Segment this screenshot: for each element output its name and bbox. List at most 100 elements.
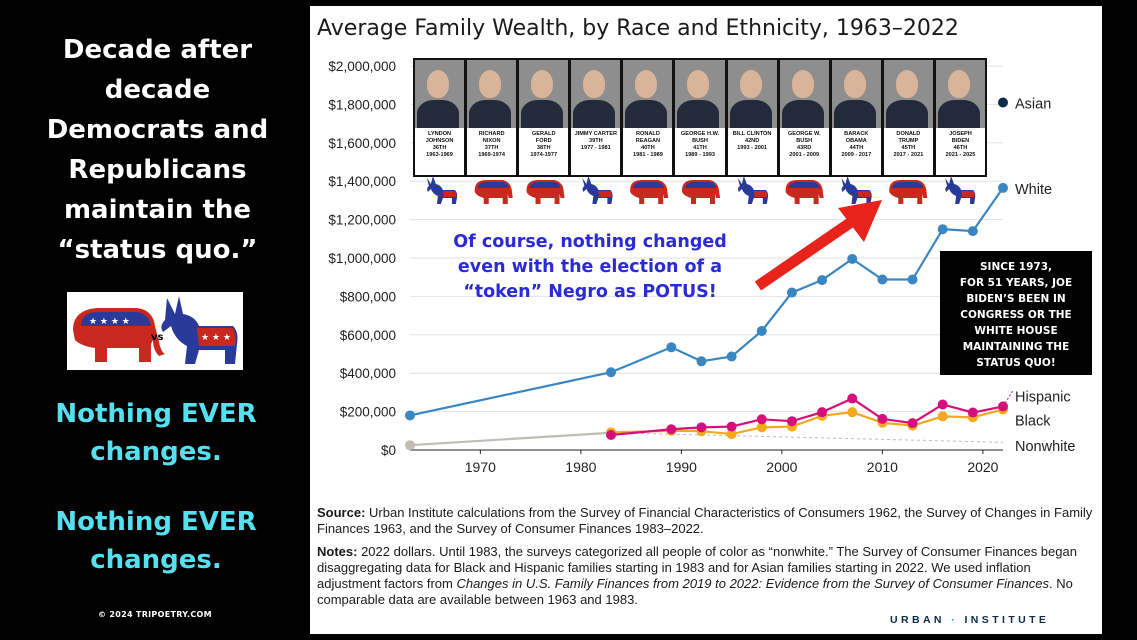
president-name1: JIMMY CARTER [574,131,618,137]
president-name1: RONALD [635,131,660,137]
urban-institute-logo: URBAN · INSTITUTE [890,614,1049,626]
black-data-point [726,429,737,440]
caption-line: even with the election of a [457,257,723,277]
notes: Notes: 2022 dollars. Until 1983, the sur… [317,544,1095,608]
president-num: 37TH [484,145,499,151]
white-data-point [405,410,415,421]
white-data-point [666,342,677,353]
party-logos-image: ★ ★ ★ ★ vs ★ ★ ★ [67,292,243,370]
president-caption: RICHARD NIXON 37TH 1969-1974 [467,128,516,175]
president-name1: GEORGE W. [787,131,821,137]
president-name2: JOHNSON [425,138,454,144]
president-caption: DONALD TRUMP 45TH 2017 - 2021 [884,128,933,175]
hispanic-label-leader [1002,390,1014,407]
president-card: RICHARD NIXON 37TH 1969-1974 [467,60,517,175]
president-name2: TRUMP [898,138,919,144]
president-num: 43RD [797,145,812,151]
president-caption: GEORGE W. BUSH 43RD 2001 - 2009 [780,128,829,175]
president-years: 1981 - 1989 [632,152,663,158]
y-tick-label: $1,400,000 [328,174,396,189]
president-name1: LYNDON [427,131,452,137]
chart-card: Average Family Wealth, by Race and Ethni… [310,6,1102,634]
donkey-icon [737,176,769,204]
president-portrait [675,60,725,128]
white-data-point [907,274,918,285]
president-name2: OBAMA [845,138,867,144]
president-name1: DONALD [896,131,921,137]
president-caption: LYNDON JOHNSON 36TH 1963-1969 [415,128,464,175]
hispanic-data-point [907,418,918,429]
president-num: 46TH [953,145,968,151]
president-years: 2017 - 2021 [893,152,924,158]
nonwhite-series-line [409,431,612,447]
elephant-icon: ★ ★ ★ ★ [73,308,165,362]
president-card: RONALD REAGAN 40TH 1981 - 1989 [623,60,673,175]
hispanic-data-point [937,399,948,410]
chart-title: Average Family Wealth, by Race and Ethni… [317,16,959,41]
president-name2: BUSH [796,138,813,144]
y-tick-label: $1,200,000 [328,213,396,228]
hispanic-data-point [817,407,828,418]
nothing-changes-text-2: Nothing EVER changes. [20,503,292,579]
asian-series-label: Asian [1015,96,1051,112]
president-card: JIMMY CARTER 39TH 1977 - 1981 [571,60,621,175]
notes-text-b: . No comparable data are available betwe… [317,576,1073,607]
president-portrait [519,60,569,128]
y-tick-label: $800,000 [340,289,396,304]
president-portrait [831,60,881,128]
elephant-icon [889,180,928,204]
president-years: 1989 - 1993 [685,152,715,158]
callout-line: SINCE 1973, [979,261,1052,273]
x-tick-label: 1970 [465,459,496,475]
callout-line: MAINTAINING THE [962,341,1070,353]
y-tick-label: $1,000,000 [328,251,396,266]
notes-citation: Changes in U.S. Family Finances from 201… [456,576,1049,591]
president-name1: BARACK [844,131,869,137]
donkey-icon [841,176,872,204]
president-caption: JIMMY CARTER 39TH 1977 - 1981 [571,128,620,175]
y-tick-label: $2,000,000 [328,59,396,74]
black-data-point [756,422,767,433]
white-data-point [877,274,888,285]
president-name1: GERALD [531,131,556,137]
x-tick-label: 1990 [666,459,697,475]
hispanic-data-point [696,422,707,433]
white-data-point [786,287,797,298]
president-caption: GERALD FORD 38TH 1974-1977 [519,128,568,175]
white-data-point [937,224,948,235]
president-card: DONALD TRUMP 45TH 2017 - 2021 [883,60,933,175]
overlay-caption: Of course, nothing changed even with the… [410,230,770,305]
white-data-point [998,182,1008,193]
donkey-icon [426,176,458,204]
president-caption: GEORGE H.W. BUSH 41TH 1989 - 1993 [675,128,724,175]
elephant-icon [474,180,513,204]
white-data-point [967,226,978,237]
black-data-point [847,407,858,418]
y-tick-label: $200,000 [340,405,396,420]
hispanic-data-point [726,421,737,432]
president-num: 44TH [849,145,864,151]
caption-line: “token” Negro as POTUS! [463,282,717,302]
president-name2: FORD [535,138,552,144]
president-name1: GEORGE H.W. [680,131,720,137]
logo-dot: · [951,614,959,626]
white-data-point [696,356,707,367]
president-years: 2021 - 2025 [945,152,976,158]
y-tick-label: $400,000 [340,366,396,381]
left-panel: Decade after decade Democrats and Republ… [0,0,308,640]
president-num: 38TH [536,145,551,151]
headline-line: Decade after [62,35,253,65]
president-name2: BIDEN [951,138,970,144]
president-num: 39TH [588,138,603,144]
biden-callout-box: SINCE 1973, FOR 51 YEARS, JOE BIDEN’S BE… [940,251,1092,375]
elephant-icon [785,180,824,204]
black-data-point [937,411,948,422]
president-portrait [623,60,673,128]
callout-line: CONGRESS OR THE [960,309,1072,321]
white-series-line [409,187,1004,417]
president-caption: RONALD REAGAN 40TH 1981 - 1989 [623,128,672,175]
elephant-vs-donkey-icon: ★ ★ ★ ★ vs ★ ★ ★ [73,296,238,364]
president-years: 2009 - 2017 [841,152,872,158]
source-text: Urban Institute calculations from the Su… [317,505,1093,536]
headline-line: Republicans [68,155,247,185]
